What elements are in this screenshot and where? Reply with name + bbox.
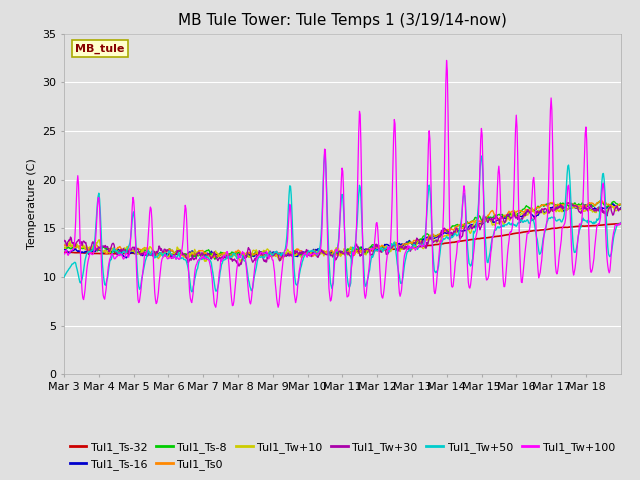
Text: MB_tule: MB_tule bbox=[75, 44, 125, 54]
Legend: Tul1_Ts-32, Tul1_Ts-16, Tul1_Ts-8, Tul1_Ts0, Tul1_Tw+10, Tul1_Tw+30, Tul1_Tw+50,: Tul1_Ts-32, Tul1_Ts-16, Tul1_Ts-8, Tul1_… bbox=[65, 438, 620, 474]
Y-axis label: Temperature (C): Temperature (C) bbox=[27, 158, 36, 250]
Title: MB Tule Tower: Tule Temps 1 (3/19/14-now): MB Tule Tower: Tule Temps 1 (3/19/14-now… bbox=[178, 13, 507, 28]
